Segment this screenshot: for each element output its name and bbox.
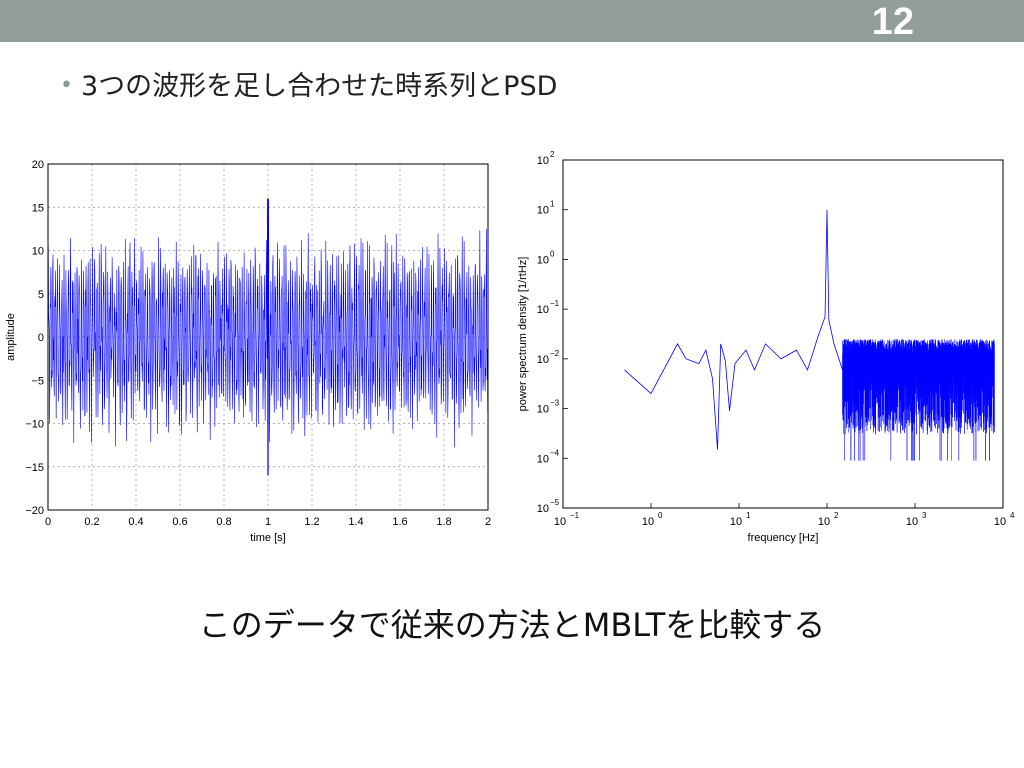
time-series-ytick: −20: [25, 505, 44, 517]
psd-chart: 10−110010110210310410210110010−110−210−3…: [517, 150, 1015, 544]
psd-ylabel: power spectrum density [1/rtHz]: [517, 257, 529, 412]
time-series-xtick: 1.4: [348, 516, 363, 528]
psd-ytick-exp: 2: [550, 150, 555, 159]
time-series-chart: 0 0.2 0.4 0.6 0.8 1 1.2 1.4 1.6 1.8 2 20 15 10 5 0 −5 −10…: [5, 159, 491, 544]
time-series-xtick: 1.6: [392, 516, 407, 528]
psd-ytick: 10: [537, 205, 549, 217]
time-series-ytick: −10: [25, 419, 44, 431]
time-series-ylabel: amplitude: [5, 313, 17, 361]
time-series-trace: [47, 198, 489, 476]
time-series-xtick: 1.2: [304, 516, 319, 528]
psd-ytick-exp: −4: [550, 448, 560, 457]
time-series-ytick: −5: [31, 375, 44, 387]
time-series-ytick: 20: [32, 159, 44, 171]
bullet-item: • 3つの波形を足し合わせた時系列とPSD: [60, 64, 557, 103]
psd-ticks: 10−110010110210310410210110010−110−210−3…: [537, 150, 1015, 528]
psd-ytick: 10: [537, 404, 549, 416]
psd-xtick-exp: 4: [1010, 511, 1015, 520]
time-series-ytick: 5: [38, 289, 44, 301]
time-series-xtick: 0.4: [128, 516, 143, 528]
psd-ytick-exp: −2: [550, 349, 560, 358]
psd-xtick: 10: [906, 516, 918, 528]
bullet-text: 3つの波形を足し合わせた時系列とPSD: [80, 71, 558, 102]
time-series-frame: [47, 163, 489, 511]
psd-ytick-exp: −1: [550, 299, 560, 308]
time-series-ytick: 10: [32, 246, 44, 258]
psd-ytick: 10: [537, 503, 549, 515]
psd-xtick: 10: [994, 516, 1006, 528]
psd-ytick-exp: 1: [550, 200, 555, 209]
psd-xtick: 10: [730, 516, 742, 528]
time-series-xtick: 0.8: [216, 516, 231, 528]
time-series-xtick: 2: [485, 516, 491, 528]
slide-number: 12: [871, 1, 914, 43]
psd-ytick: 10: [537, 354, 549, 366]
psd-ytick: 10: [537, 155, 549, 167]
psd-ytick: 10: [537, 254, 549, 266]
psd-ytick-exp: 0: [550, 249, 555, 258]
time-series-ytick: 15: [32, 202, 44, 214]
psd-xtick: 10: [554, 516, 566, 528]
psd-xtick: 10: [818, 516, 830, 528]
bullet-dot-icon: •: [60, 73, 73, 98]
time-series-line: [47, 198, 489, 476]
time-series-xtick: 0.2: [84, 516, 99, 528]
psd-ytick: 10: [537, 453, 549, 465]
time-series-xtick: 1: [265, 516, 271, 528]
psd-ytick-exp: −5: [550, 498, 560, 507]
psd-ytick: 10: [537, 304, 549, 316]
psd-xtick-exp: 2: [834, 511, 839, 520]
time-series-xlabel: time [s]: [250, 532, 285, 544]
psd-xtick: 10: [642, 516, 654, 528]
psd-trace: [624, 209, 995, 461]
psd-xtick-exp: 1: [746, 511, 751, 520]
time-series-ytick: −15: [25, 462, 44, 474]
header-bar: 12: [0, 0, 1024, 43]
psd-ytick-exp: −3: [550, 399, 560, 408]
time-series-ytick: 0: [38, 332, 44, 344]
psd-xtick-exp: 0: [658, 511, 663, 520]
time-series-xtick: 0.6: [172, 516, 187, 528]
psd-line: [624, 209, 995, 450]
time-series-xtick: 0: [45, 516, 51, 528]
psd-xlabel: frequency [Hz]: [748, 532, 819, 544]
time-series-xtick: 1.8: [436, 516, 451, 528]
footer-text: このデータで従来の方法とMBLTを比較する: [198, 606, 826, 644]
psd-frame: [562, 159, 1004, 509]
psd-xtick-exp: 3: [922, 511, 927, 520]
psd-noise-band: [842, 339, 995, 461]
psd-xtick-exp: −1: [570, 511, 580, 520]
